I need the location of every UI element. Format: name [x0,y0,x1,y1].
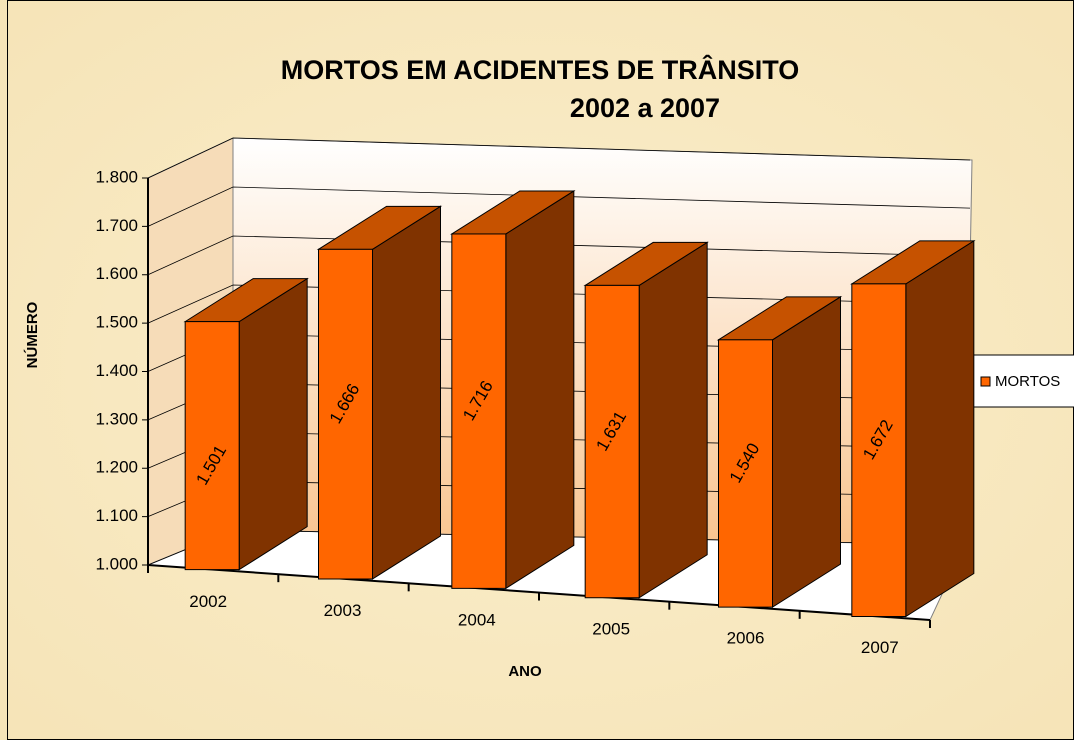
bar-side [638,241,708,599]
bar-side [505,190,575,590]
bar [183,277,309,571]
y-tick-label: 1.400 [95,361,138,380]
y-tick-label: 1.600 [95,264,138,283]
x-tick-label: 2004 [458,610,496,629]
bar-side [372,205,441,580]
legend: MORTOS [966,354,1074,408]
bar-front [318,248,373,580]
bar-front [184,321,240,571]
grid-line [147,235,971,276]
bar-side [238,277,308,571]
grid-line [147,137,971,179]
bar-front [451,233,507,589]
bar-front [718,339,773,608]
grid-line [147,186,971,227]
legend-label: MORTOS [995,373,1060,390]
bar [850,239,976,618]
bar-side [772,295,841,609]
bar [450,190,576,590]
chart-title: MORTOS EM ACIDENTES DE TRÂNSITO [281,54,800,85]
bar-side [905,239,975,618]
x-tick-label: 2006 [727,629,765,648]
y-tick-label: 1.700 [95,216,138,235]
legend-swatch [980,376,991,387]
x-tick-label: 2007 [861,638,899,657]
x-axis-label: ANO [508,663,542,680]
y-axis-label: NÚMERO [23,301,41,368]
x-tick-label: 2005 [592,620,630,639]
bar [316,205,443,580]
y-tick-label: 1.100 [95,506,138,525]
y-tick-label: 1.300 [95,409,138,428]
bar-front [584,284,640,599]
x-tick-label: 2003 [324,601,362,620]
y-tick-label: 1.800 [95,167,138,186]
y-tick-label: 1.500 [95,313,138,332]
x-tick-label: 2002 [189,592,227,611]
y-tick-label: 1.000 [95,554,138,573]
y-tick-label: 1.200 [95,458,138,477]
bar-front [851,283,907,618]
chart-title: 2002 a 2007 [570,93,720,123]
bar [583,241,709,599]
grid-line [147,284,971,324]
bar [716,295,843,609]
